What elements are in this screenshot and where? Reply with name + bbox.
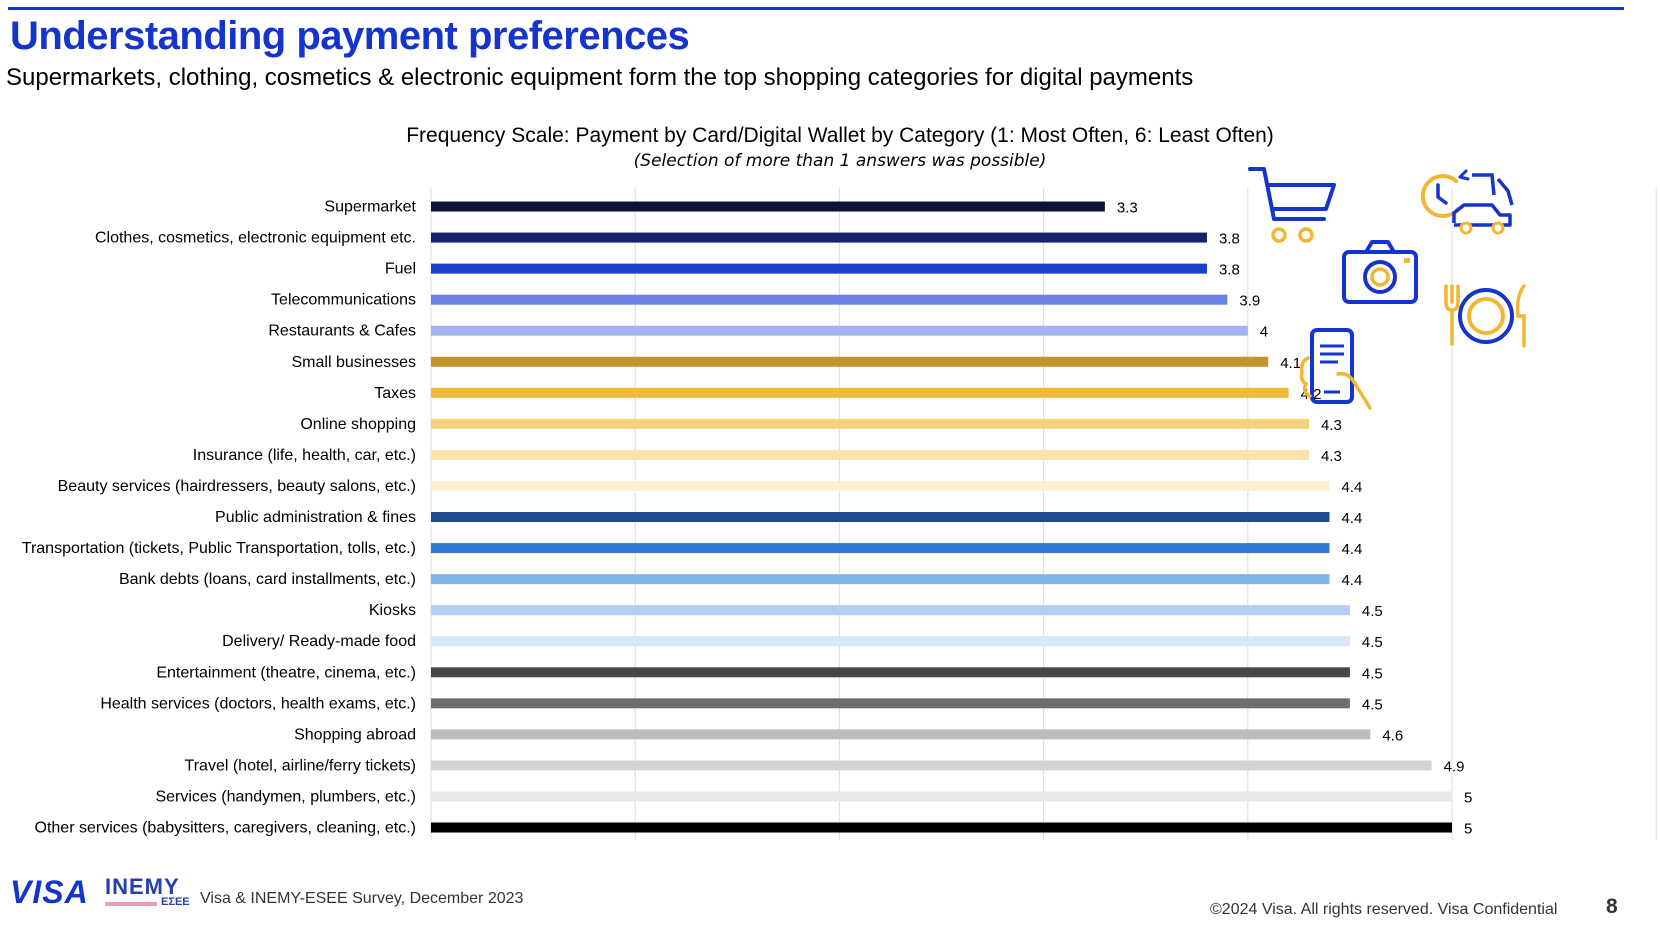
category-label: Restaurants & Cafes (268, 323, 416, 340)
value-label: 4.4 (1341, 572, 1362, 589)
category-label: Delivery/ Ready-made food (222, 633, 416, 650)
page-title: Understanding payment preferences (10, 14, 690, 58)
mobile-payment-icon (1299, 328, 1372, 410)
inemy-logo-sub: ΕΣΕΕ (105, 896, 190, 910)
category-label: Travel (hotel, airline/ferry tickets) (185, 757, 416, 774)
chart-note: (Selection of more than 1 answers was po… (633, 151, 1047, 171)
value-label: 4.9 (1444, 758, 1465, 775)
bar (431, 387, 1289, 398)
value-label: 4.5 (1362, 665, 1383, 682)
value-label: 4.4 (1341, 510, 1362, 527)
value-label: 4 (1260, 324, 1268, 341)
category-label: Small businesses (292, 354, 417, 371)
chart-title: Frequency Scale: Payment by Card/Digital… (406, 124, 1274, 147)
value-label: 3.8 (1219, 231, 1240, 248)
category-label: Bank debts (loans, card installments, et… (119, 571, 416, 588)
value-label: 5 (1464, 821, 1472, 838)
value-label: 4.5 (1362, 603, 1383, 620)
bar (431, 667, 1350, 678)
category-label: Public administration & fines (215, 509, 416, 526)
value-label: 3.9 (1239, 293, 1260, 310)
bar (431, 698, 1350, 709)
value-label: 4.3 (1321, 448, 1342, 465)
category-label: Supermarket (324, 199, 416, 216)
bar (431, 418, 1310, 429)
delivery-clock-car-icon (1420, 169, 1514, 235)
category-label: Clothes, cosmetics, electronic equipment… (95, 230, 416, 247)
category-label: Fuel (385, 261, 416, 278)
category-label: Entertainment (theatre, cinema, etc.) (156, 664, 416, 681)
category-label: Kiosks (369, 602, 416, 619)
bar (431, 512, 1330, 523)
category-label: Shopping abroad (294, 726, 416, 743)
category-label: Transportation (tickets, Public Transpor… (22, 540, 416, 557)
value-label: 4.5 (1362, 696, 1383, 713)
chart-title-wrap: Frequency Scale: Payment by Card/Digital… (0, 124, 1660, 148)
value-label: 5 (1464, 789, 1472, 806)
category-label: Online shopping (300, 416, 416, 433)
category-label: Health services (doctors, health exams, … (100, 695, 416, 712)
dining-plate-icon (1444, 284, 1526, 348)
category-label: Taxes (374, 385, 416, 402)
copyright-note: ©2024 Visa. All rights reserved. Visa Co… (1210, 901, 1558, 918)
visa-logo: VISA (10, 874, 89, 910)
header-rule (8, 7, 1624, 10)
value-label: 4.5 (1362, 634, 1383, 651)
bar (431, 294, 1228, 305)
bar (431, 636, 1350, 647)
bar (431, 480, 1330, 491)
category-icons (1248, 160, 1620, 450)
value-label: 4.4 (1341, 479, 1362, 496)
camera-icon (1342, 240, 1418, 304)
bar (431, 605, 1350, 616)
value-label: 4.3 (1321, 417, 1342, 434)
bar (431, 822, 1452, 833)
inemy-logo: INEMY (105, 874, 180, 899)
category-label: Telecommunications (271, 292, 416, 309)
chart-note-wrap: (Selection of more than 1 answers was po… (0, 151, 1660, 171)
bar (431, 791, 1452, 802)
page-subtitle: Supermarkets, clothing, cosmetics & elec… (6, 64, 1194, 91)
bar (431, 201, 1105, 212)
page-number: 8 (1606, 895, 1618, 918)
value-label: 3.8 (1219, 262, 1240, 279)
value-label: 4.4 (1341, 541, 1362, 558)
bar (431, 729, 1371, 740)
category-label: Services (handymen, plumbers, etc.) (155, 788, 416, 805)
shopping-cart-icon (1248, 167, 1336, 243)
source-note: Visa & INEMY-ESEE Survey, December 2023 (200, 890, 524, 907)
bar (431, 263, 1207, 274)
inemy-logo-esee: ΕΣΕΕ (161, 896, 190, 908)
category-label: Other services (babysitters, caregivers,… (35, 820, 416, 837)
bar (431, 232, 1207, 243)
category-label: Insurance (life, health, car, etc.) (193, 447, 416, 464)
bar (431, 356, 1269, 367)
value-label: 4.1 (1280, 355, 1301, 372)
category-label: Beauty services (hairdressers, beauty sa… (58, 478, 416, 495)
inemy-logo-bar (105, 902, 157, 906)
bar (431, 543, 1330, 554)
bar (431, 449, 1310, 460)
bar (431, 325, 1248, 336)
bar (431, 574, 1330, 585)
value-label: 3.3 (1117, 200, 1138, 217)
value-label: 4.6 (1382, 727, 1403, 744)
bar (431, 760, 1432, 771)
